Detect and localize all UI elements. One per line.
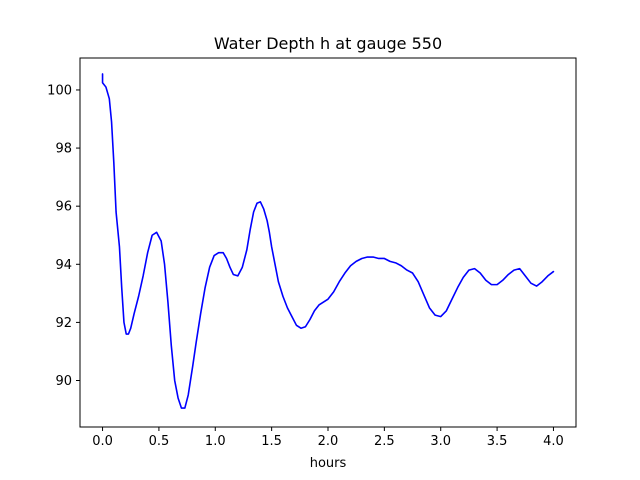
x-tick-label: 0.0 bbox=[92, 434, 113, 449]
y-tick-label: 90 bbox=[55, 374, 72, 389]
plot-area bbox=[80, 58, 576, 427]
series-layer bbox=[101, 73, 555, 409]
x-tick-label: 3.5 bbox=[487, 434, 508, 449]
x-tick-label: 0.5 bbox=[149, 434, 170, 449]
y-tick-label: 100 bbox=[47, 83, 72, 98]
x-axis-label: hours bbox=[310, 456, 347, 471]
x-tick-label: 1.5 bbox=[261, 434, 282, 449]
x-tick-label: 1.0 bbox=[205, 434, 226, 449]
y-tick-label: 96 bbox=[55, 200, 72, 215]
x-tick-label: 2.5 bbox=[374, 434, 395, 449]
x-tick-label: 4.0 bbox=[543, 434, 564, 449]
y-tick-label: 98 bbox=[55, 142, 72, 157]
x-tick-label: 2.0 bbox=[318, 434, 339, 449]
x-tick-label: 3.0 bbox=[430, 434, 451, 449]
y-tick-label: 94 bbox=[55, 258, 72, 273]
x-axis: 0.0 0.5 1.0 1.5 2.0 2.5 3.0 3.5 4.0 bbox=[92, 427, 564, 449]
chart-title: Water Depth h at gauge 550 bbox=[214, 34, 442, 53]
series-line bbox=[101, 73, 555, 409]
plot-frame bbox=[79, 57, 577, 428]
y-tick-label: 92 bbox=[55, 316, 72, 331]
y-axis: 90 92 94 96 98 100 bbox=[47, 83, 80, 389]
